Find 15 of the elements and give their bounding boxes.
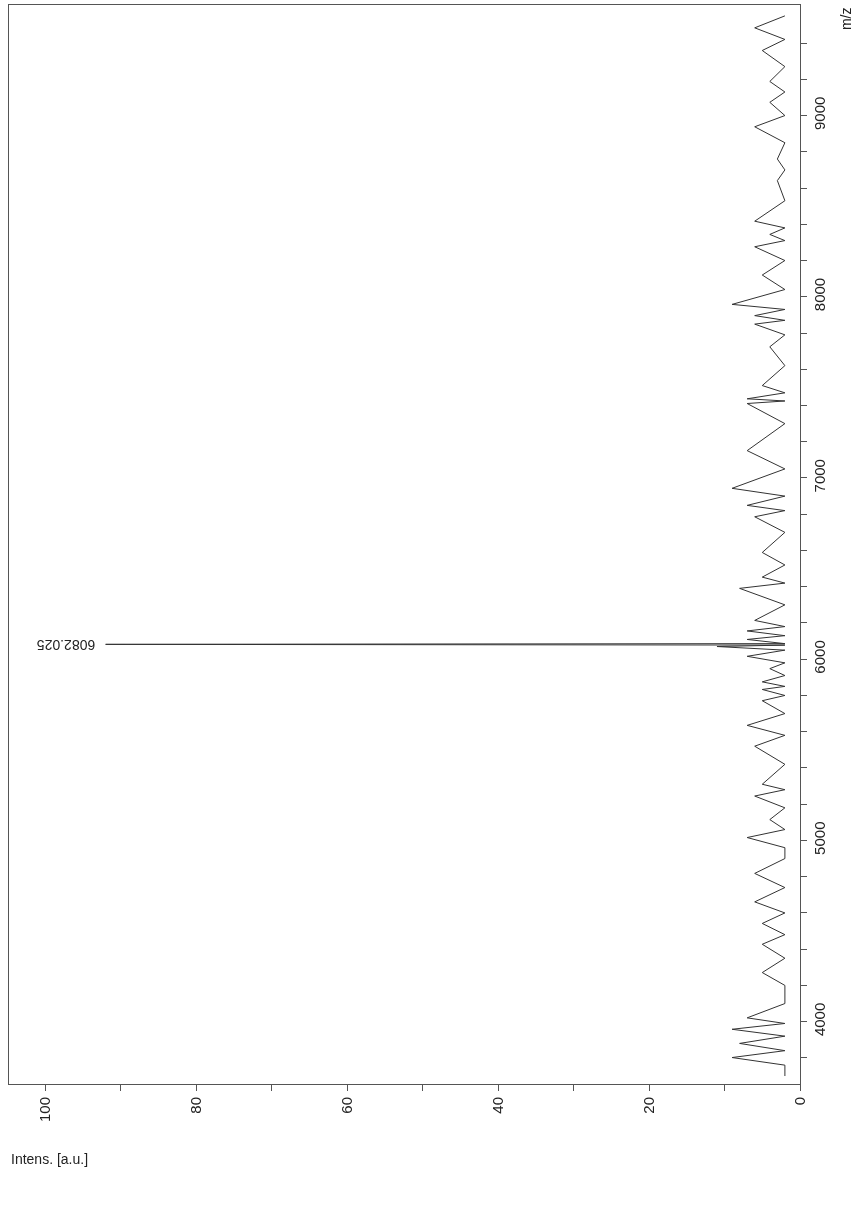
annotation: 6082.025 <box>36 636 96 653</box>
x-axis-title: Intens. [a.u.] <box>11 1151 89 1167</box>
y-tick-label: 4000 <box>811 1002 828 1037</box>
x-tick-label: 100 <box>36 1097 54 1123</box>
y-axis-title: m/z <box>838 7 855 31</box>
y-tick-label: 9000 <box>811 96 828 130</box>
y-tick-label: 8000 <box>811 277 828 312</box>
y-tick-label: 6000 <box>811 640 828 674</box>
x-tick-label: 40 <box>488 1097 506 1114</box>
x-tick-label: 60 <box>338 1097 356 1114</box>
x-tick-label: 0 <box>790 1097 808 1106</box>
x-tick-label: 80 <box>187 1097 205 1114</box>
x-tick-label: 20 <box>639 1097 657 1114</box>
y-tick-label: 5000 <box>811 821 828 855</box>
y-tick-label: 7000 <box>811 459 828 493</box>
